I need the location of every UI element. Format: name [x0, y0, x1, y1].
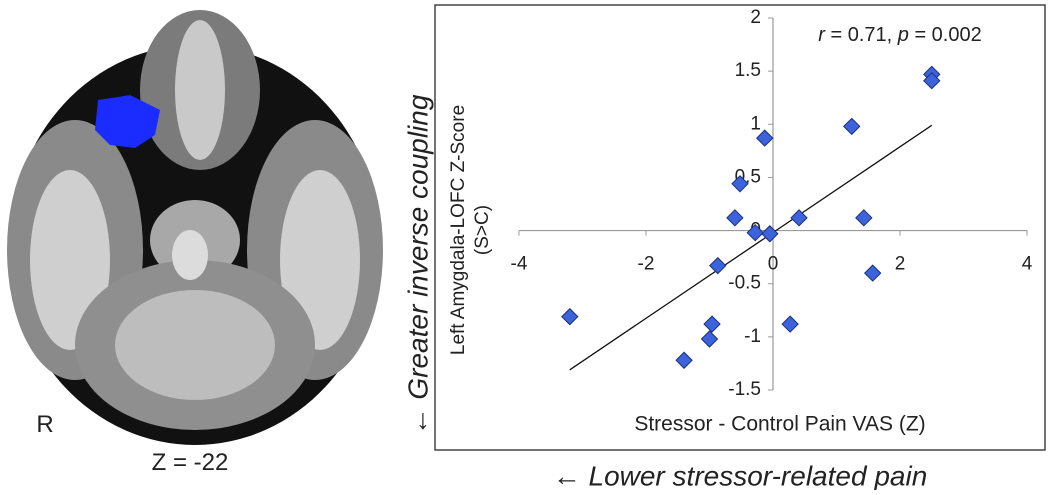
x-tick-label: -2: [638, 254, 655, 275]
y-axis-label-line: Left Amygdala-LOFC Z-Score: [448, 105, 469, 355]
x-tick-label: 0: [768, 254, 779, 275]
data-point: [731, 175, 749, 193]
data-point: [700, 330, 719, 348]
plot-frame: [434, 4, 1046, 451]
x-tick-label: 4: [1022, 254, 1033, 275]
data-point: [703, 315, 721, 333]
data-point: [781, 315, 799, 333]
data-point: [726, 209, 744, 227]
outer-x-label: ← Lower stressor-related pain: [553, 460, 928, 490]
data-point: [855, 209, 873, 227]
annotation: r = 0.71, p = 0.002: [818, 24, 981, 46]
data-point: [756, 129, 774, 147]
brain-image: [7, 10, 390, 445]
y-tick-label: -1: [744, 326, 761, 347]
x-tick-label: 2: [895, 254, 906, 275]
y-tick-label: 2: [750, 7, 761, 28]
side-label: R: [36, 411, 53, 438]
data-point: [675, 351, 693, 369]
y-tick-label: 1.5: [735, 60, 761, 81]
roi-blob: [95, 95, 160, 148]
data-point: [923, 72, 941, 90]
trendline: [569, 124, 933, 371]
data-point: [761, 225, 779, 243]
outer-y-label: ← Greater inverse coupling: [402, 94, 433, 435]
data-point: [790, 209, 808, 227]
y-tick-label: 1: [750, 113, 761, 134]
annotation-part: = 0.71,: [825, 24, 898, 46]
annotation-part: = 0.002: [909, 24, 982, 46]
data-point: [746, 223, 764, 242]
y-tick-label: -1.5: [728, 379, 761, 400]
y-axis-label: Left Amygdala-LOFC Z-Score (S>C): [448, 105, 493, 355]
x-tick-label: -4: [511, 254, 528, 275]
x-axis-label: Stressor - Control Pain VAS (Z): [634, 413, 925, 436]
data-point: [709, 256, 727, 275]
annotation-part: p: [897, 24, 909, 46]
y-axis-label-line: (S>C): [472, 205, 493, 255]
data-point: [843, 117, 861, 136]
slice-label: Z = -22: [152, 449, 229, 476]
annotation-part: r: [818, 24, 826, 46]
data-point: [561, 307, 579, 326]
data-point: [863, 264, 882, 282]
y-tick-label: -0.5: [728, 273, 761, 294]
